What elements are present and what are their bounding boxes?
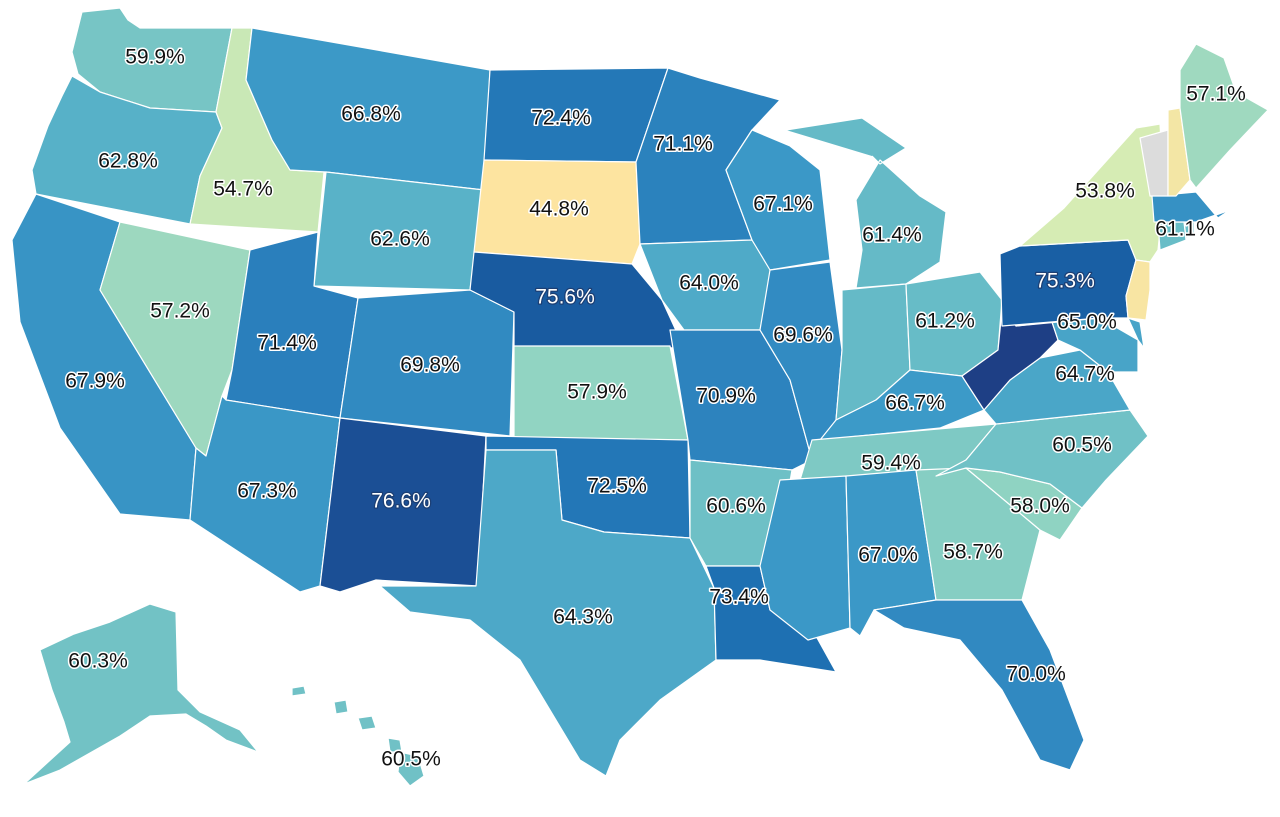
state-label-ny: 53.8% (1075, 180, 1135, 203)
state-label-md: 65.0% (1057, 311, 1117, 334)
state-nh[interactable] (1167, 107, 1191, 197)
state-label-nc: 60.5% (1052, 434, 1112, 457)
state-label-nm: 76.6% (371, 490, 431, 513)
state-label-nd: 72.4% (531, 107, 591, 130)
state-label-ak: 60.3% (68, 650, 128, 673)
state-label-ok: 72.5% (587, 475, 647, 498)
state-label-tn: 59.4% (861, 452, 921, 475)
state-label-co: 69.8% (400, 354, 460, 377)
state-label-sd: 44.8% (529, 198, 589, 221)
state-label-fl: 70.0% (1006, 663, 1066, 686)
state-label-ne: 75.6% (535, 286, 595, 309)
state-label-al: 67.0% (858, 544, 918, 567)
state-label-la: 73.4% (709, 586, 769, 609)
state-label-nv: 57.2% (150, 300, 210, 323)
state-label-il: 69.6% (773, 324, 833, 347)
state-label-ma: 61.1% (1155, 218, 1215, 241)
state-label-va: 64.7% (1055, 363, 1115, 386)
state-wi[interactable] (725, 129, 831, 271)
states-layer (11, 7, 1269, 787)
state-label-ky: 66.7% (885, 392, 945, 415)
state-label-pa: 75.3% (1035, 270, 1095, 293)
state-label-mi: 61.4% (862, 224, 922, 247)
state-label-ut: 71.4% (257, 332, 317, 355)
state-tx[interactable] (379, 449, 717, 777)
state-co[interactable] (339, 289, 515, 437)
state-nj[interactable] (1125, 259, 1151, 321)
state-label-mn: 71.1% (653, 133, 713, 156)
state-mi[interactable] (785, 117, 947, 289)
state-md[interactable] (1015, 317, 1139, 373)
state-label-sc: 58.0% (1010, 495, 1070, 518)
state-label-id: 54.7% (213, 178, 273, 201)
state-label-wy: 62.6% (370, 228, 430, 251)
state-label-me: 57.1% (1186, 83, 1246, 106)
state-ak[interactable] (23, 603, 259, 785)
state-me[interactable] (1179, 43, 1269, 189)
state-label-ia: 64.0% (679, 272, 739, 295)
state-label-or: 62.8% (98, 150, 158, 173)
state-label-ks: 57.9% (567, 381, 627, 404)
state-label-az: 67.3% (237, 480, 297, 503)
labels-layer: 59.9% 62.8% 67.9% 54.7% 57.2% 66.8% 62.6… (64, 44, 1248, 772)
state-label-tx: 64.3% (553, 606, 613, 629)
state-label-hi: 60.5% (381, 748, 441, 771)
state-fl[interactable] (873, 599, 1085, 771)
state-sd[interactable] (473, 159, 641, 265)
state-label-wa: 59.9% (125, 46, 185, 69)
state-hi[interactable] (291, 685, 425, 787)
state-label-mo: 70.9% (696, 385, 756, 408)
state-nc[interactable] (935, 409, 1149, 509)
state-label-mt: 66.8% (341, 103, 401, 126)
state-label-ar: 60.6% (706, 495, 766, 518)
state-label-ga: 58.7% (943, 541, 1003, 564)
state-label-oh: 61.2% (915, 310, 975, 333)
state-de[interactable] (1127, 317, 1145, 349)
state-ma[interactable] (1151, 191, 1231, 223)
state-label-ca: 67.9% (65, 370, 125, 393)
state-label-wi: 67.1% (753, 193, 813, 216)
